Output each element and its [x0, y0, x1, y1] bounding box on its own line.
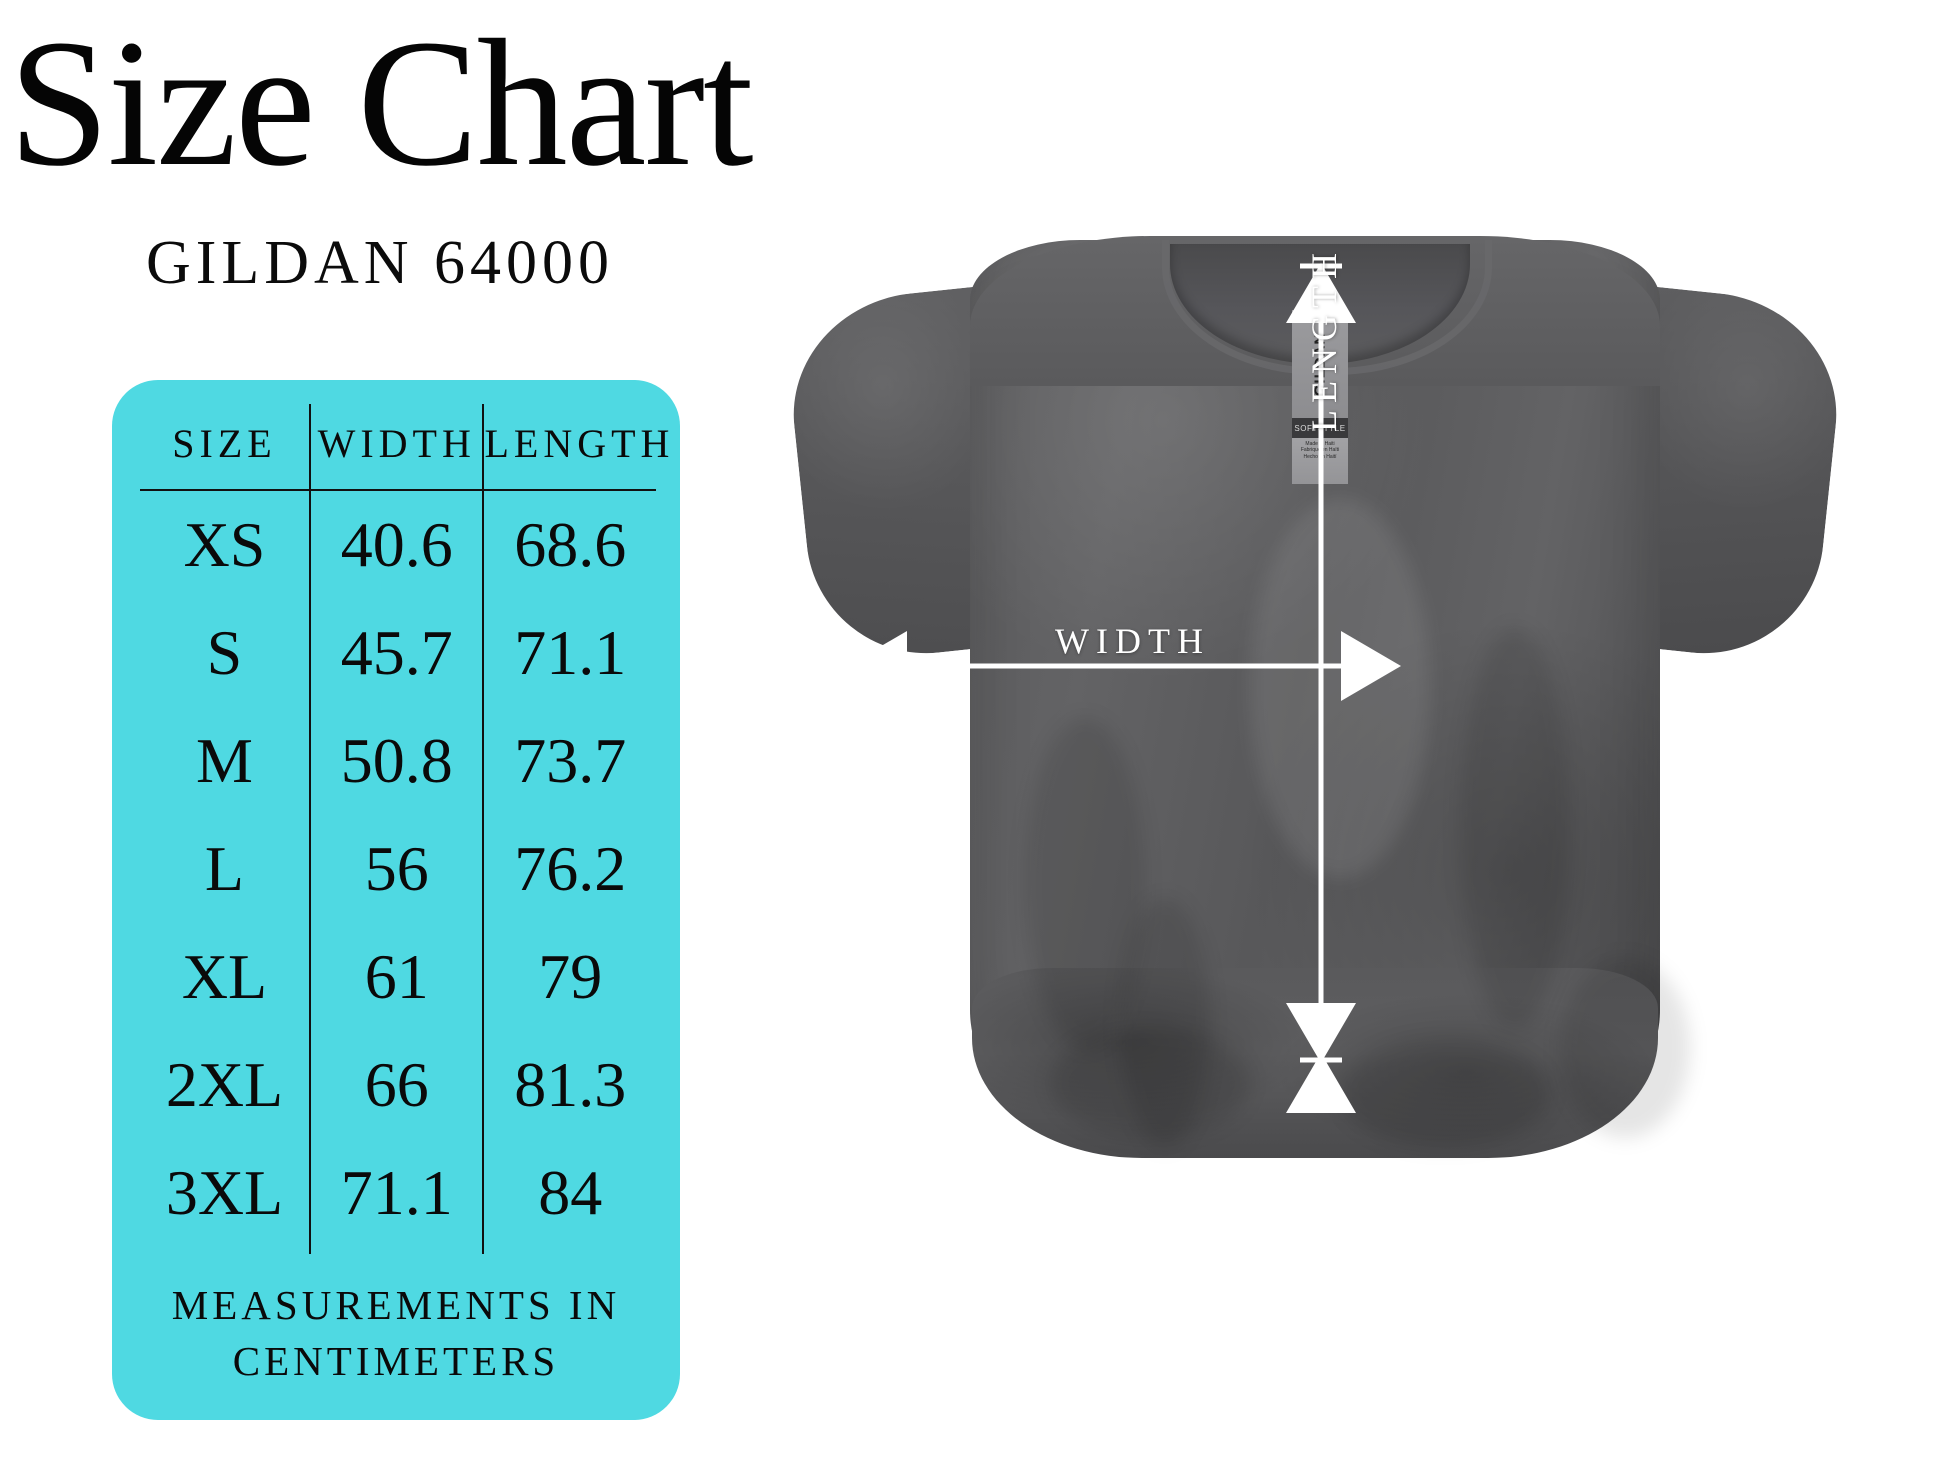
page-title: Size Chart	[8, 3, 753, 204]
cell-width: 61	[308, 923, 484, 1031]
column-header-width: WIDTH	[308, 404, 484, 491]
units-footnote-line2: CENTIMETERS	[232, 1337, 560, 1384]
cell-size: M	[196, 725, 253, 796]
cell-length: 68.6	[482, 490, 656, 599]
length-measurement-label: LENGTH	[1304, 246, 1344, 432]
units-footnote: MEASUREMENTS IN CENTIMETERS	[132, 1278, 660, 1390]
table-row: 3XL 71.1 84	[140, 1139, 656, 1254]
table-row: L 56 76.2	[140, 815, 656, 923]
cell-width: 50.8	[308, 707, 484, 815]
cell-width: 56	[308, 815, 484, 923]
cell-width: 40.6	[308, 490, 484, 599]
column-header-size: SIZE	[140, 404, 310, 491]
table-row: S 45.7 71.1	[140, 599, 656, 707]
size-table: SIZE WIDTH LENGTH XS 40.6 68.6 S 45.7 71…	[140, 404, 669, 1254]
size-table-head: SIZE WIDTH LENGTH	[140, 404, 669, 491]
neck-label-care: Made in Haiti Fabriqué en Haïti Hecho en H…	[1292, 438, 1348, 484]
table-header-row: SIZE WIDTH LENGTH	[140, 404, 669, 491]
cell-size: XS	[183, 509, 266, 580]
size-table-body: XS 40.6 68.6 S 45.7 71.1 M 50.8 73.7	[140, 490, 656, 1254]
cell-size: 2XL	[165, 1049, 284, 1120]
cell-length: 73.7	[482, 707, 656, 815]
column-header-length: LENGTH	[482, 404, 669, 491]
table-row: M 50.8 73.7	[140, 707, 656, 815]
cell-length: 79	[482, 923, 656, 1031]
cell-width: 45.7	[308, 599, 484, 707]
product-subtitle: GILDAN 64000	[145, 229, 615, 297]
cell-size: 3XL	[165, 1157, 284, 1228]
cell-size: S	[206, 617, 243, 688]
cell-length: 71.1	[482, 599, 656, 707]
cell-length: 84	[482, 1139, 656, 1254]
cell-length: 76.2	[482, 815, 656, 923]
size-table-wrapper: SIZE WIDTH LENGTH XS 40.6 68.6 S 45.7 71…	[140, 404, 669, 1264]
cell-size: L	[204, 833, 245, 904]
width-measurement-label: WIDTH	[1055, 621, 1210, 661]
cell-size: XL	[181, 941, 268, 1012]
table-row: XL 61 79	[140, 923, 656, 1031]
cell-width: 71.1	[308, 1139, 484, 1254]
units-footnote-line1: MEASUREMENTS IN	[171, 1282, 621, 1328]
cell-length: 81.3	[482, 1031, 656, 1139]
table-row: XS 40.6 68.6	[140, 490, 656, 599]
table-row: 2XL 66 81.3	[140, 1031, 656, 1139]
info-column: Size Chart GILDAN 64000 SIZE WIDTH LENGT…	[0, 0, 760, 1460]
product-photo: GILDAN SOFTSTYLE Made in Haiti Fabriqué e…	[760, 0, 1946, 1460]
cell-width: 66	[308, 1031, 484, 1139]
